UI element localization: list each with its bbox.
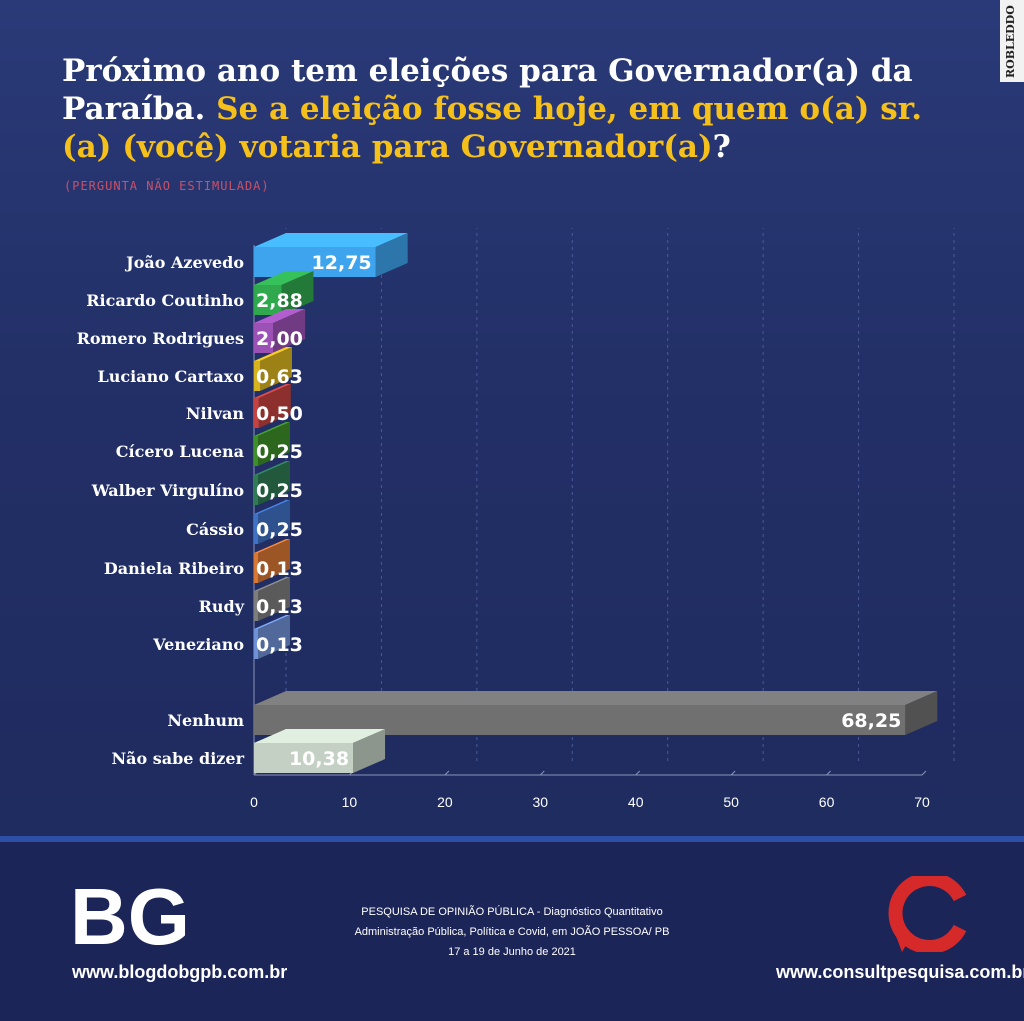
footer-line-1: PESQUISA DE OPINIÃO PÚBLICA - Diagnóstic…	[361, 906, 663, 918]
bar	[254, 514, 258, 544]
bar-side-face	[258, 577, 290, 621]
bar-side-face	[258, 500, 290, 544]
value-label: 10,38	[289, 748, 349, 770]
category-label: Romero Rodrigues	[77, 329, 244, 348]
category-label: Nenhum	[167, 711, 244, 730]
category-label: Cássio	[186, 520, 244, 539]
bar-side-face	[258, 384, 291, 428]
consult-logo-icon	[888, 876, 967, 952]
bar-side-face	[258, 539, 290, 583]
bar	[254, 247, 376, 277]
bar-side-face	[260, 347, 293, 391]
value-label: 0,13	[256, 596, 303, 618]
x-tick-label: 70	[914, 794, 930, 810]
footer-divider	[0, 836, 1024, 842]
x-tick	[826, 770, 831, 776]
category-label: Rudy	[199, 597, 245, 616]
bar-side-face	[375, 233, 408, 277]
category-label: Veneziano	[152, 635, 244, 654]
footer	[0, 842, 1024, 1021]
category-label: João Azevedo	[124, 253, 244, 272]
x-tick-label: 30	[532, 794, 548, 810]
category-label: Luciano Cartaxo	[98, 367, 245, 386]
footer-line-2: Administração Pública, Política e Covid,…	[354, 926, 670, 938]
value-label: 0,63	[256, 366, 303, 388]
x-tick-label: 40	[628, 794, 644, 810]
x-tick-label: 60	[819, 794, 835, 810]
value-label: 2,88	[256, 290, 303, 312]
bar-top-face	[254, 691, 938, 705]
category-label: Daniela Ribeiro	[104, 559, 244, 578]
bar-top-face	[254, 500, 290, 514]
value-label: 12,75	[312, 252, 372, 274]
bg-logo-text: BG	[70, 878, 190, 948]
bar	[254, 475, 258, 505]
x-tick-label: 0	[250, 794, 258, 810]
bar	[254, 398, 259, 428]
bar-chart: 0 10 20 30 40 50 60 70 João Azevedo 12,75 Ricardo …	[77, 228, 955, 810]
category-label: Nilvan	[186, 404, 244, 423]
bar-top-face	[254, 422, 290, 436]
bar-side-face	[353, 729, 386, 773]
category-label: Ricardo Coutinho	[86, 291, 244, 310]
x-tick	[444, 770, 450, 776]
title-question-mark: ?	[712, 129, 731, 165]
bar-top-face	[254, 347, 293, 361]
x-tick-label: 20	[437, 794, 453, 810]
x-tick	[921, 770, 927, 776]
bar-side-face	[905, 691, 938, 735]
bar	[254, 743, 354, 773]
chart-title: Próximo ano tem eleições para Governador…	[62, 52, 962, 166]
value-label: 0,25	[256, 480, 303, 502]
bar-top-face	[254, 233, 408, 247]
bar-side-face	[258, 461, 290, 505]
x-tick	[539, 770, 545, 776]
chart-subtitle: (PERGUNTA NÃO ESTIMULADA)	[64, 179, 270, 193]
title-part-yellow: Se a eleição fosse hoje, em quem o(a) sr…	[62, 91, 922, 165]
bg-url[interactable]: www.blogdobgpb.com.br	[72, 962, 288, 982]
category-label: Cícero Lucena	[116, 442, 244, 461]
bar-side-face	[258, 615, 290, 659]
category-label: Não sabe dizer	[111, 749, 244, 768]
bar-top-face	[254, 461, 290, 475]
x-tick	[635, 770, 641, 776]
bg-logo: BG	[70, 878, 190, 948]
value-label: 0,13	[256, 634, 303, 656]
value-label: 0,50	[256, 403, 303, 425]
bar-top-face	[254, 309, 306, 323]
footer-survey-info: PESQUISA DE OPINIÃO PÚBLICA - Diagnóstic…	[312, 902, 712, 962]
x-tick-label: 10	[342, 794, 358, 810]
bar	[254, 553, 258, 583]
bar-top-face	[254, 539, 290, 553]
value-label: 0,13	[256, 558, 303, 580]
bar	[254, 591, 258, 621]
bar	[254, 361, 261, 391]
value-label: 0,25	[256, 519, 303, 541]
bar-side-face	[258, 422, 290, 466]
bar-top-face	[254, 729, 386, 743]
category-label: Walber Virgulíno	[91, 481, 245, 500]
bar-side-face	[273, 309, 306, 353]
watermark-tab: ROBLEDDO	[1000, 0, 1024, 82]
value-label: 2,00	[256, 328, 303, 350]
bar	[254, 285, 282, 315]
bar-side-face	[281, 271, 314, 315]
footer-line-3: 17 a 19 de Junho de 2021	[448, 946, 576, 958]
x-tick-label: 50	[723, 794, 739, 810]
x-tick	[730, 770, 736, 776]
title-part-white: Próximo ano tem eleições para Governador…	[62, 53, 913, 127]
bar-top-face	[254, 615, 290, 629]
bar	[254, 323, 274, 353]
bar-top-face	[254, 271, 314, 285]
bar-top-face	[254, 384, 291, 398]
bar-top-face	[254, 577, 290, 591]
consult-url[interactable]: www.consultpesquisa.com.br	[776, 962, 1024, 982]
bar	[254, 629, 258, 659]
value-label: 0,25	[256, 441, 303, 463]
value-label: 68,25	[841, 710, 901, 732]
bar	[254, 436, 258, 466]
